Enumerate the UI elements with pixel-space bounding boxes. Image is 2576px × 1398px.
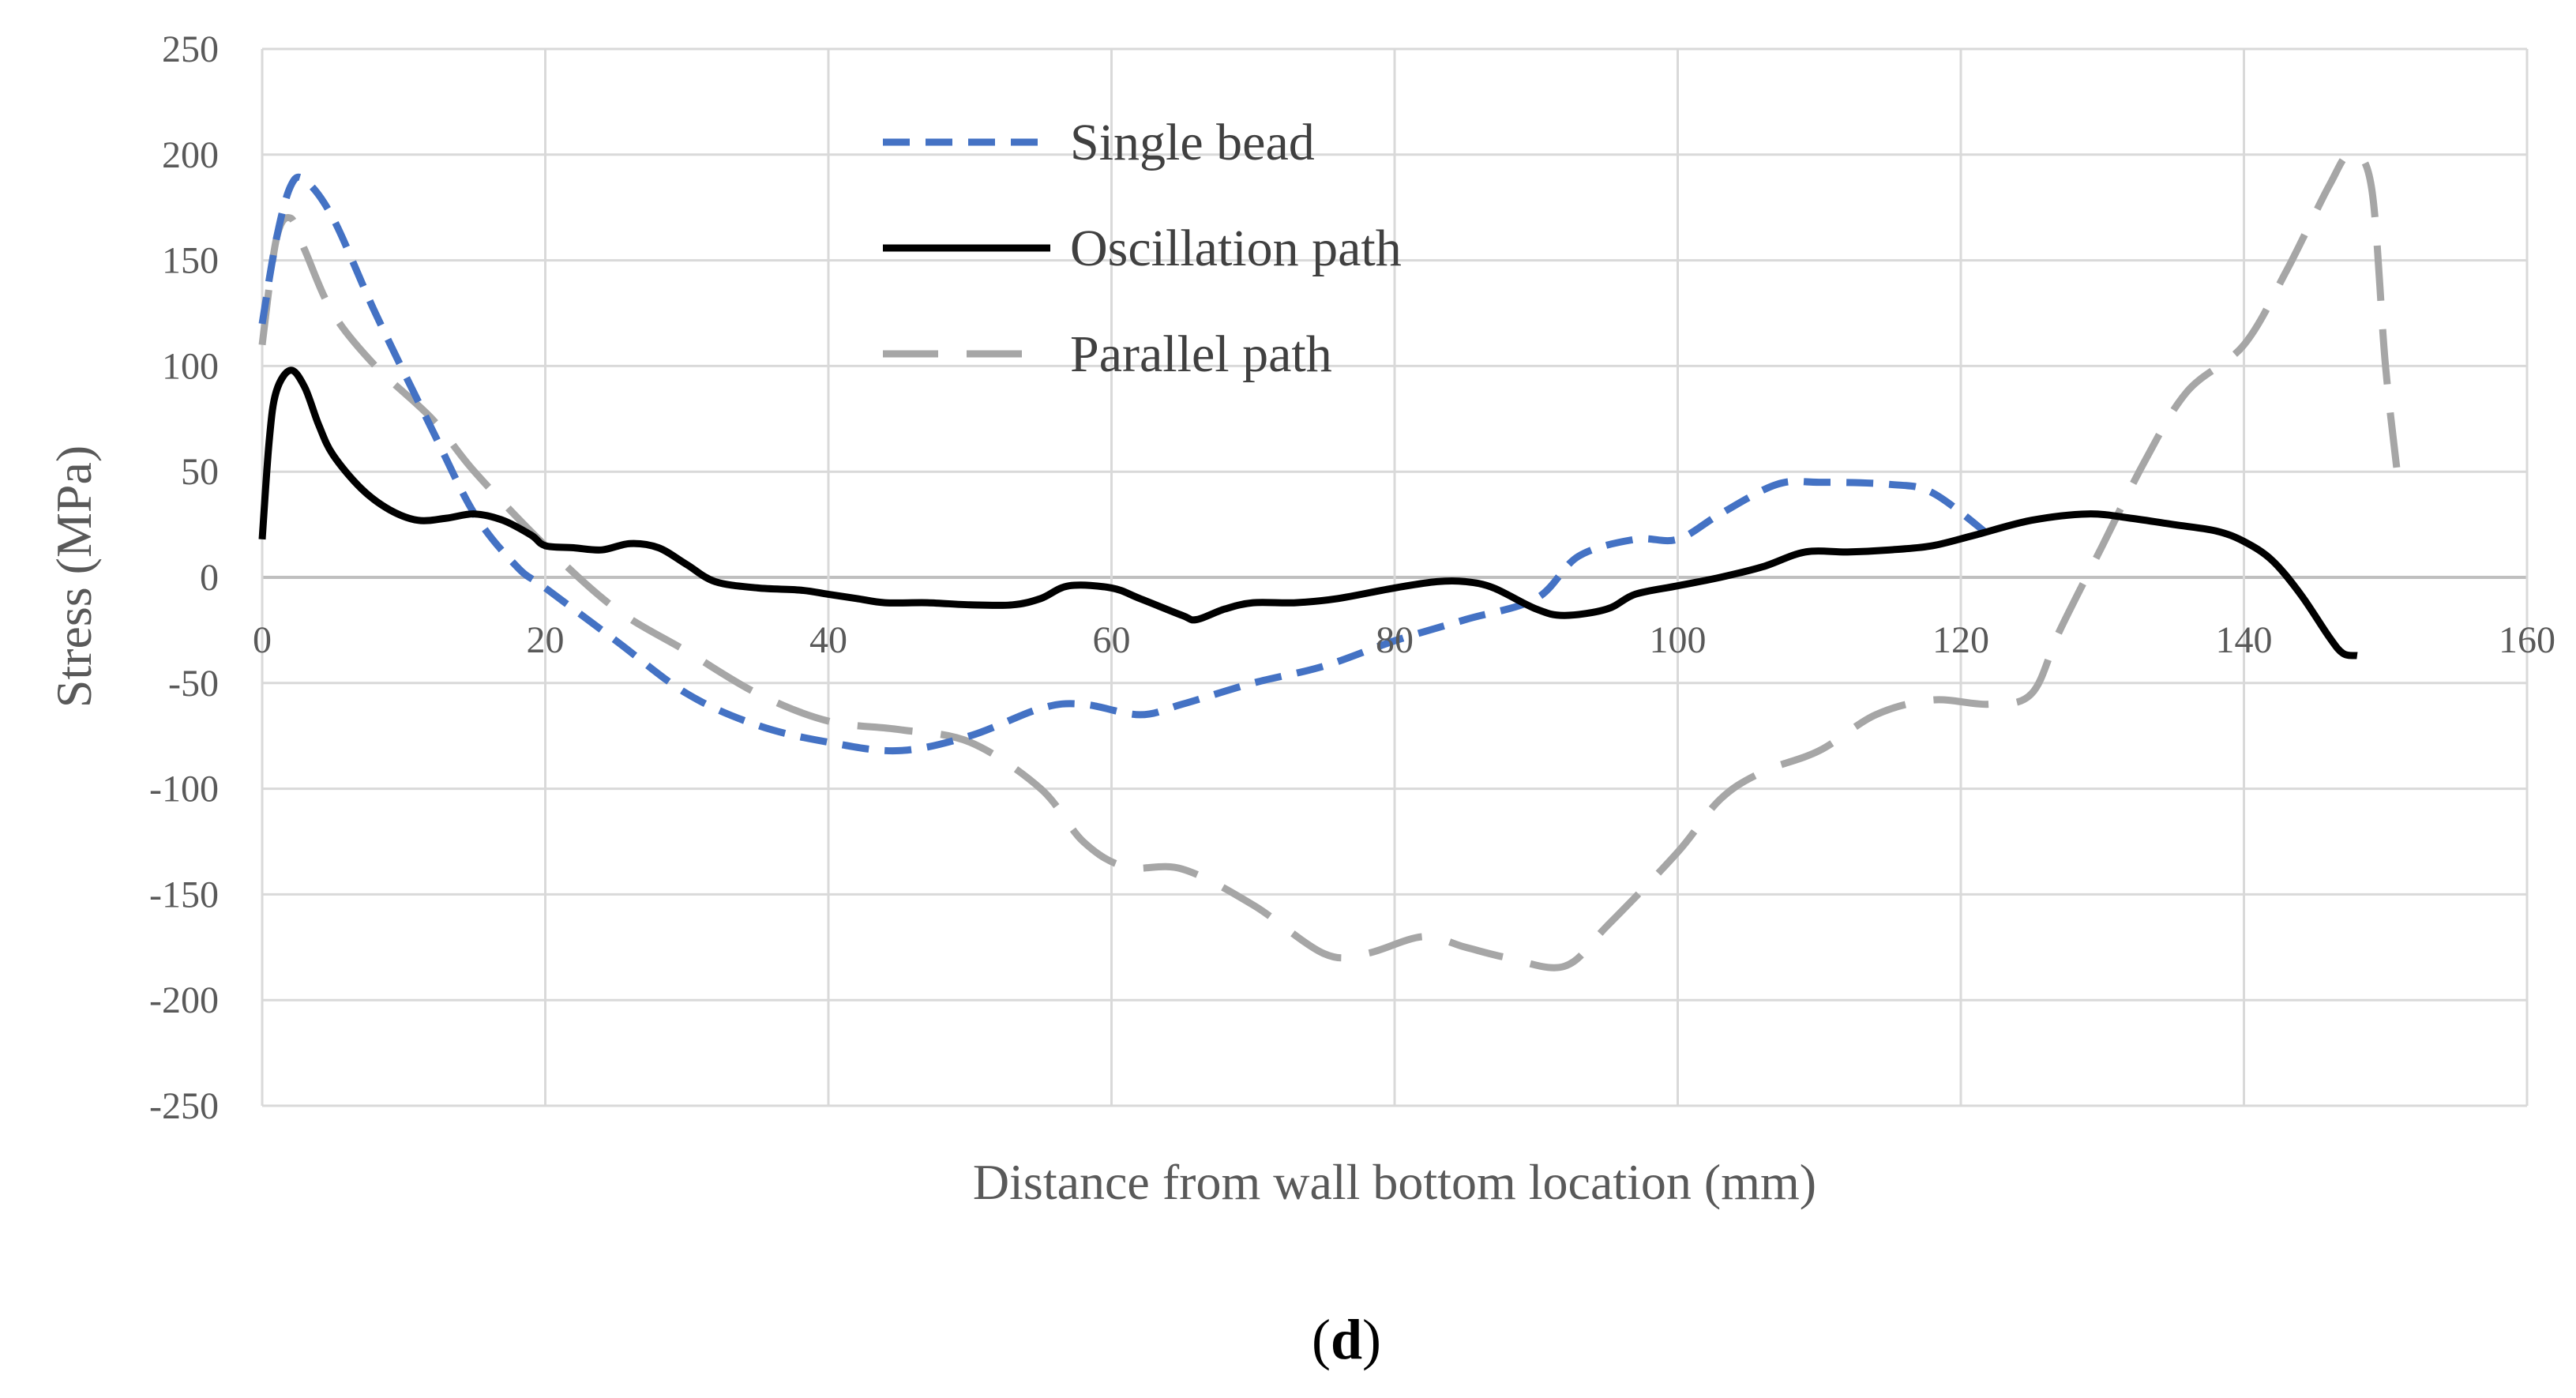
y-tick-label: 50 — [181, 451, 219, 493]
x-tick-label: 40 — [809, 619, 847, 661]
panel-label: (d) — [1312, 1308, 1381, 1371]
y-tick-label: -250 — [149, 1085, 219, 1127]
y-tick-label: -150 — [149, 874, 219, 915]
x-tick-label: 60 — [1093, 619, 1131, 661]
tick-labels: 250 200 150 100 50 0 -50 -100 -150 -200 -250 0 20 40 6… — [149, 28, 2555, 1127]
x-tick-label: 160 — [2499, 619, 2555, 661]
x-axis-title: Distance from wall bottom location (mm) — [973, 1154, 1816, 1210]
x-tick-label: 100 — [1650, 619, 1707, 661]
y-tick-label: 0 — [200, 557, 219, 599]
x-tick-label: 0 — [253, 619, 272, 661]
x-tick-label: 20 — [527, 619, 565, 661]
series-lines — [258, 151, 2404, 971]
x-tick-label: 140 — [2216, 619, 2273, 661]
y-tick-label: 100 — [162, 345, 219, 387]
legend-entry: Parallel path — [1070, 325, 1332, 383]
legend-entry: Single bead — [1070, 114, 1315, 171]
y-tick-label: -50 — [168, 663, 219, 705]
series-line-oscillation-path — [258, 366, 2358, 660]
legend: Single bead Oscillation path Parallel path — [883, 114, 1402, 383]
panel-label-letter: d — [1331, 1308, 1362, 1371]
y-tick-label: -200 — [149, 979, 219, 1021]
x-tick-label: 80 — [1376, 619, 1414, 661]
panel-label-close: ) — [1362, 1308, 1381, 1371]
series-line-parallel-path — [258, 151, 2404, 971]
series-line-single-bead — [258, 173, 1992, 755]
grid-lines — [261, 47, 2529, 1107]
y-axis-title: Stress (MPa) — [46, 445, 102, 708]
y-tick-label: 150 — [162, 240, 219, 282]
y-tick-label: 250 — [162, 28, 219, 70]
panel-label-open: ( — [1312, 1308, 1331, 1371]
y-tick-label: 200 — [162, 134, 219, 176]
x-tick-label: 120 — [1932, 619, 1989, 661]
y-tick-label: -100 — [149, 769, 219, 810]
legend-entry: Oscillation path — [1070, 220, 1402, 277]
